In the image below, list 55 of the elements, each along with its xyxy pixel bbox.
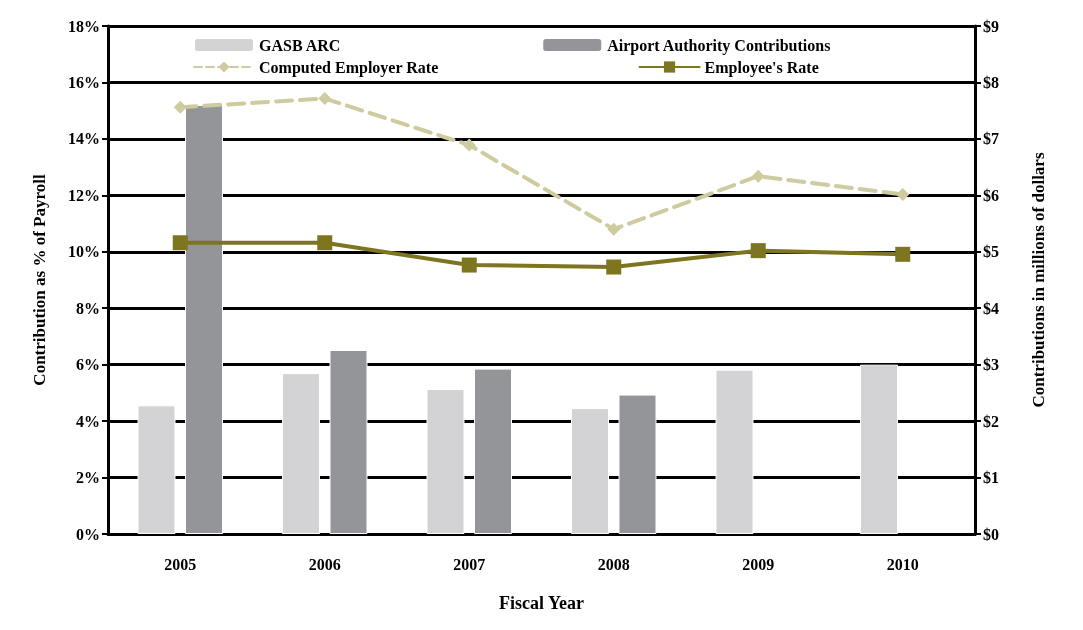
y-tick-label: 2%: [76, 469, 100, 487]
point: [317, 235, 333, 251]
y-tick-label: 10%: [68, 243, 100, 261]
y-tick-label: 14%: [68, 130, 100, 148]
y2-tick-label: $8: [983, 73, 999, 91]
point: [895, 246, 911, 262]
bar: [474, 368, 512, 534]
y2-tick-label: $6: [983, 186, 999, 204]
point: [750, 243, 766, 259]
y-tick-label: 16%: [68, 73, 100, 91]
y2-tick-label: $3: [983, 356, 999, 374]
y2-axis-title: Contributions in millions of dollars: [1029, 152, 1048, 408]
point: [606, 259, 622, 275]
point: [462, 138, 476, 152]
y2-tick-label: $2: [983, 412, 999, 430]
y2-tick-label: $9: [983, 17, 999, 35]
legend-label: Employee's Rate: [704, 58, 819, 77]
x-axis-title: Fiscal Year: [499, 593, 584, 613]
point: [173, 100, 187, 114]
point: [461, 257, 477, 273]
bar: [329, 349, 368, 534]
y2-tick-label: $4: [983, 299, 999, 317]
y-tick-label: 8%: [76, 299, 100, 317]
x-tick-label: 2010: [886, 555, 919, 573]
y-tick-label: 4%: [76, 412, 100, 430]
bar: [137, 405, 176, 534]
legend-label: GASB ARC: [259, 36, 341, 54]
bar: [571, 408, 609, 534]
bar: [282, 373, 320, 534]
bar: [185, 105, 223, 534]
x-tick-label: 2007: [453, 555, 486, 573]
y-tick-label: 6%: [76, 356, 100, 374]
bar: [618, 394, 657, 534]
x-tick-label: 2009: [742, 555, 775, 573]
x-tick-label: 2006: [308, 555, 341, 573]
x-tick-label: 2005: [164, 555, 197, 573]
x-tick-label: 2008: [597, 555, 630, 573]
bar: [715, 369, 754, 534]
legend-label: Computed Employer Rate: [259, 58, 439, 77]
y-tick-label: 18%: [68, 17, 100, 35]
y2-tick-label: $7: [983, 130, 999, 148]
y2-tick-label: $1: [983, 469, 999, 487]
bar: [860, 364, 898, 534]
y-tick-label: 12%: [68, 186, 100, 204]
legend-label: Airport Authority Contributions: [607, 36, 831, 55]
bar: [426, 388, 465, 534]
y2-tick-label: $0: [983, 525, 999, 543]
y-axis-title: Contribution as % of Payroll: [30, 174, 49, 386]
point: [172, 235, 188, 251]
y-tick-label: 0%: [76, 525, 100, 543]
point: [607, 222, 621, 236]
point: [318, 92, 332, 106]
point: [896, 187, 910, 201]
y2-tick-label: $5: [983, 243, 999, 261]
point: [751, 169, 765, 183]
